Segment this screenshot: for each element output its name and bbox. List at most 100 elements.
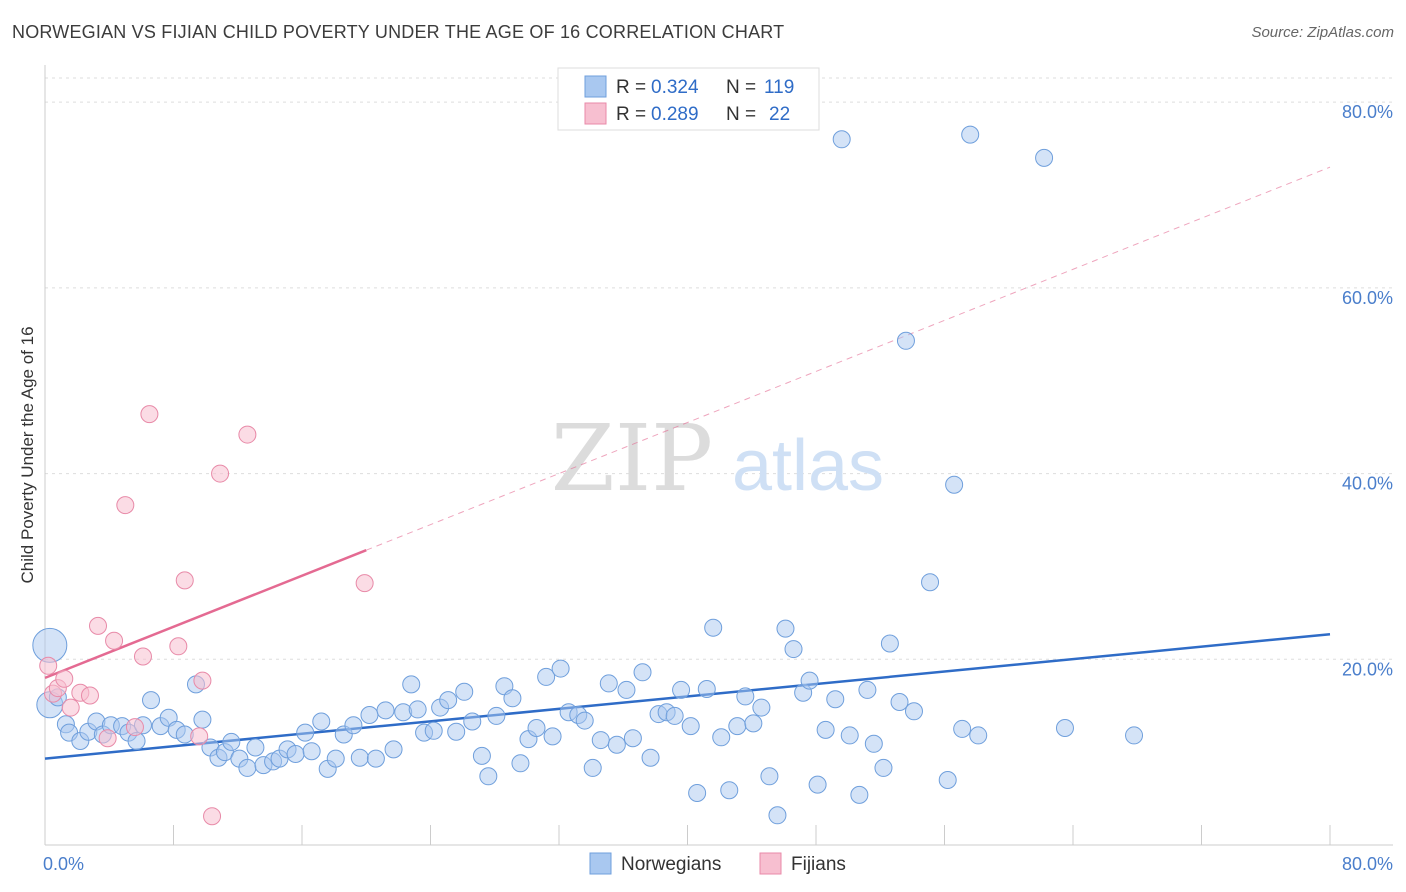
- point-fijians: [238, 425, 257, 444]
- point-norwegians: [222, 732, 241, 751]
- legend-n-label-1: N =: [726, 77, 756, 98]
- y-tick-label-20: 20.0%: [1342, 659, 1393, 679]
- chart-title: NORWEGIAN VS FIJIAN CHILD POVERTY UNDER …: [12, 22, 785, 42]
- point-fijians: [175, 571, 194, 590]
- point-norwegians: [623, 729, 642, 748]
- point-norwegians: [969, 726, 988, 745]
- point-norwegians: [583, 758, 602, 777]
- trend-line-fijians-solid: [44, 549, 367, 680]
- point-norwegians: [672, 680, 691, 699]
- point-norwegians: [720, 781, 739, 800]
- point-fijians: [89, 616, 108, 635]
- point-norwegians: [704, 618, 723, 637]
- point-fijians: [169, 637, 188, 656]
- point-fijians: [133, 647, 152, 666]
- point-norwegians: [880, 634, 899, 653]
- legend-r-value-1: 0.324: [651, 77, 699, 98]
- x-tick-label-max: 80.0%: [1342, 854, 1393, 874]
- watermark: ZIP atlas: [551, 405, 884, 512]
- point-norwegians: [455, 682, 474, 701]
- y-tick-label-40: 40.0%: [1342, 474, 1393, 494]
- point-fijians: [203, 807, 222, 826]
- point-norwegians: [527, 719, 546, 737]
- point-norwegians: [921, 573, 940, 592]
- point-norwegians: [479, 767, 498, 786]
- data-points: [32, 125, 1144, 826]
- point-norwegians: [424, 721, 443, 740]
- point-norwegians: [832, 130, 851, 149]
- point-norwegians: [487, 706, 506, 725]
- axes: [44, 65, 1393, 846]
- y-tick-label-80: 80.0%: [1342, 102, 1393, 122]
- point-fijians: [39, 656, 58, 675]
- point-fijians: [98, 729, 117, 748]
- point-norwegians: [641, 748, 660, 767]
- point-norwegians: [350, 748, 369, 767]
- point-norwegians: [633, 663, 652, 682]
- point-norwegians: [472, 746, 491, 765]
- point-norwegians: [850, 785, 869, 804]
- point-norwegians: [776, 619, 795, 638]
- point-norwegians: [712, 728, 731, 747]
- legend-swatch-norwegians: [584, 75, 607, 98]
- point-norwegians: [938, 771, 957, 789]
- point-norwegians: [826, 690, 845, 709]
- point-norwegians: [312, 712, 331, 731]
- point-norwegians: [408, 700, 427, 719]
- point-fijians: [140, 405, 159, 424]
- point-norwegians: [768, 806, 787, 825]
- legend-n-label-2: N =: [726, 104, 756, 125]
- legend-r-value-2: 0.289: [651, 104, 699, 125]
- point-fijians: [55, 669, 74, 688]
- point-norwegians: [808, 775, 827, 794]
- point-norwegians: [760, 767, 779, 786]
- point-norwegians: [366, 749, 385, 768]
- point-norwegians: [376, 701, 395, 720]
- point-norwegians: [840, 726, 859, 745]
- point-norwegians: [246, 738, 265, 757]
- point-fijians: [355, 574, 374, 593]
- watermark-zip: ZIP: [551, 405, 713, 512]
- point-fijians: [61, 698, 80, 717]
- point-norwegians: [503, 689, 522, 708]
- point-fijians: [193, 671, 212, 690]
- legend-r-label-2: R =: [616, 104, 646, 125]
- point-norwegians: [302, 742, 321, 761]
- legend-n-value-1: 119: [764, 77, 794, 98]
- point-norwegians: [463, 712, 482, 731]
- point-norwegians: [681, 717, 700, 736]
- point-norwegians: [752, 698, 771, 717]
- point-norwegians: [360, 706, 379, 724]
- point-norwegians: [1035, 148, 1054, 167]
- point-norwegians: [728, 717, 747, 736]
- point-norwegians: [744, 714, 763, 733]
- point-norwegians: [326, 749, 345, 768]
- point-norwegians: [607, 735, 626, 754]
- trend-line-fijians-dashed: [366, 166, 1331, 551]
- point-norwegians: [142, 691, 161, 710]
- point-norwegians: [904, 702, 923, 721]
- point-fijians: [80, 686, 99, 705]
- point-norwegians: [816, 720, 835, 739]
- point-norwegians: [439, 691, 458, 710]
- bottom-legend-swatch-fijians: [759, 852, 782, 875]
- x-tick-label-min: 0.0%: [43, 854, 84, 874]
- point-norwegians: [736, 687, 755, 706]
- point-norwegians: [238, 758, 257, 777]
- point-norwegians: [193, 710, 212, 729]
- watermark-atlas: atlas: [732, 426, 884, 506]
- legend-swatch-fijians: [584, 102, 607, 125]
- point-norwegians: [697, 680, 716, 698]
- point-norwegians: [784, 640, 803, 659]
- grid-lines: [45, 77, 1393, 660]
- point-norwegians: [599, 674, 618, 693]
- point-norwegians: [537, 667, 556, 686]
- legend-n-value-2: 22: [769, 104, 790, 125]
- correlation-legend: R = 0.324 N = 119 R = 0.289 N = 22: [557, 67, 820, 131]
- point-fijians: [211, 464, 230, 483]
- y-tick-label-60: 60.0%: [1342, 288, 1393, 308]
- point-fijians: [125, 718, 144, 737]
- point-norwegians: [447, 722, 466, 741]
- point-norwegians: [551, 659, 570, 678]
- point-fijians: [116, 496, 135, 515]
